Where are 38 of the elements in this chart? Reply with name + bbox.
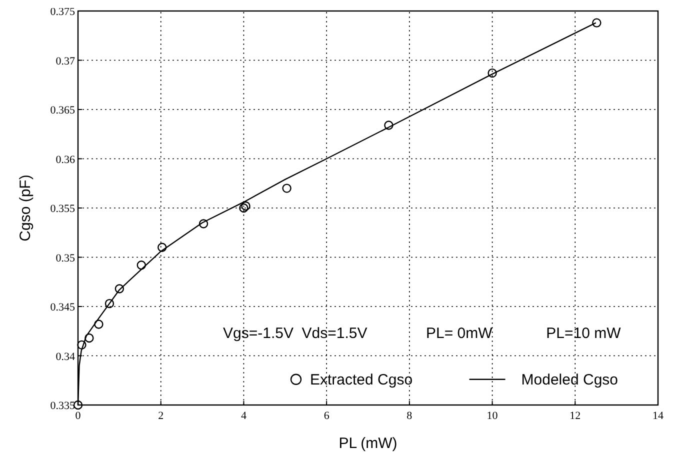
point	[84, 333, 94, 343]
annotation: PL=10 mW	[546, 325, 622, 342]
y-tick-label: 0.345	[50, 302, 76, 314]
point	[198, 219, 208, 228]
y-tick-label: 0.34	[56, 350, 76, 363]
point	[241, 201, 250, 211]
y-tick-label: 0.36	[56, 154, 76, 166]
annotation: Vgs=-1.5V Vds=1.5V	[223, 325, 368, 342]
point	[239, 203, 248, 213]
y-axis-title: Cgso (pF)	[17, 174, 34, 242]
point	[136, 260, 146, 270]
point	[94, 320, 104, 329]
point	[158, 242, 167, 252]
point	[282, 184, 292, 193]
point	[77, 340, 86, 350]
y-tick-label: 0.355	[50, 203, 76, 215]
point	[104, 298, 114, 308]
x-tick-label: 0	[75, 410, 82, 422]
y-tick-label: 0.335	[50, 400, 76, 412]
point	[592, 18, 602, 28]
x-tick-label: 12	[570, 410, 581, 422]
x-tick-label: 14	[652, 410, 664, 422]
x-tick-label: 8	[406, 410, 413, 422]
y-tick-label: 0.365	[50, 104, 76, 116]
y-tick-label: 0.37	[56, 55, 76, 68]
y-tick-label: 0.35	[56, 252, 76, 264]
point	[488, 68, 497, 78]
y-tick-label: 0.375	[50, 6, 76, 18]
point	[384, 120, 394, 130]
legend-label: Extracted Cgso	[310, 371, 413, 388]
x-tick-label: 4	[240, 410, 247, 422]
legend-label: Modeled Cgso	[521, 371, 618, 388]
x-tick-label: 10	[486, 410, 498, 422]
x-tick-label: 2	[158, 410, 164, 422]
annotation: PL= 0mW	[426, 325, 494, 342]
x-tick-label: 6	[324, 410, 330, 422]
x-axis-title: PL (mW)	[338, 435, 398, 452]
point	[114, 284, 124, 294]
